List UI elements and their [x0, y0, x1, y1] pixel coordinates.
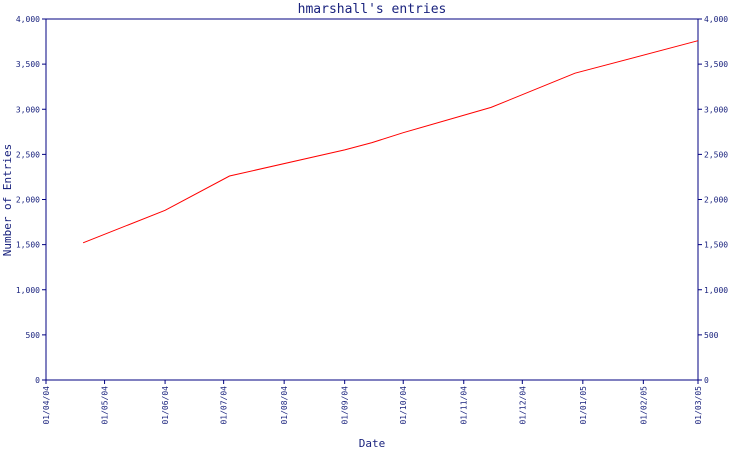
x-tick-label: 01/09/04	[341, 386, 350, 425]
chart-title: hmarshall's entries	[298, 2, 447, 17]
x-tick-label: 01/05/04	[101, 386, 110, 425]
series-group	[82, 40, 699, 244]
y-tick-label-left: 1,000	[16, 286, 40, 295]
x-tick-label: 01/01/05	[579, 386, 588, 425]
x-tick-label: 01/04/04	[42, 386, 51, 425]
y-tick-label-left: 500	[26, 331, 41, 340]
x-tick-label: 01/12/04	[518, 386, 527, 425]
plot-area	[45, 18, 699, 381]
y-tick-label-right: 3,500	[704, 60, 728, 69]
y-tick-label-left: 3,000	[16, 105, 40, 114]
x-tick-label: 01/08/04	[280, 386, 289, 425]
x-tick-label: 01/02/05	[639, 386, 648, 425]
x-tick-label: 01/07/04	[220, 386, 229, 425]
y-tick-label-left: 2,500	[16, 150, 40, 159]
y-tick-label-right: 4,000	[704, 15, 728, 24]
y-tick-label-left: 3,500	[16, 60, 40, 69]
y-tick-label-right: 2,500	[704, 150, 728, 159]
y-tick-label-right: 1,000	[704, 286, 728, 295]
y-tick-label-left: 2,000	[16, 196, 40, 205]
x-tick-label: 01/03/05	[694, 386, 703, 425]
x-axis: 01/04/04 01/05/04 01/06/04 01/07/04 01/08/04…	[42, 380, 703, 425]
x-tick-label: 01/06/04	[161, 386, 170, 425]
y-tick-label-right: 3,000	[704, 105, 728, 114]
y-axis-label: Number of Entries	[1, 144, 14, 257]
y-tick-label-right: 500	[704, 331, 719, 340]
y-tick-label-left: 0	[35, 376, 40, 385]
y-tick-label-right: 1,500	[704, 241, 728, 250]
y-axis-right: 0 500 1,000 1,500 2,000 2,500 3,000 3,500 4,000	[698, 15, 728, 385]
plot-frame	[45, 18, 699, 381]
y-tick-label-right: 0	[704, 376, 709, 385]
x-tick-label: 01/10/04	[399, 386, 408, 425]
y-tick-label-left: 1,500	[16, 241, 40, 250]
y-tick-label-right: 2,000	[704, 196, 728, 205]
x-tick-label: 01/11/04	[460, 386, 469, 425]
y-axis-left: 0 500 1,000 1,500 2,000 2,500 3,000 3,500 4,000	[16, 15, 46, 385]
series-line	[82, 40, 699, 244]
y-tick-label-left: 4,000	[16, 15, 40, 24]
x-axis-label: Date	[359, 437, 386, 450]
